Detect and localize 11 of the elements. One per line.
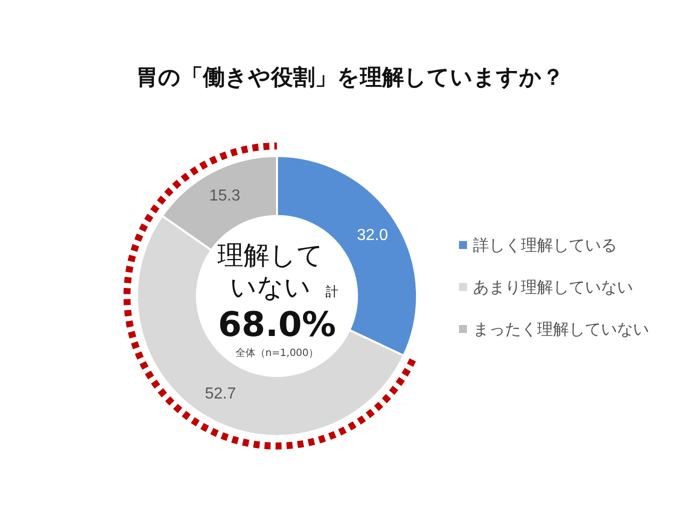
text: 全体（n=1,000）	[234, 347, 320, 360]
legend-label: まったく理解していない	[473, 320, 649, 338]
chart-title: 胃の「働きや役割」を理解していますか？	[136, 66, 564, 90]
text: 68.0%	[217, 304, 337, 346]
data-label: 32.0	[356, 226, 388, 244]
text: 理解していない	[216, 240, 324, 304]
data-label: 52.7	[204, 385, 236, 402]
legend-label: あまり理解していない	[473, 278, 633, 296]
legend-label: 詳しく理解している	[473, 236, 617, 254]
text: 計	[326, 285, 338, 300]
data-label: 15.3	[209, 187, 240, 204]
